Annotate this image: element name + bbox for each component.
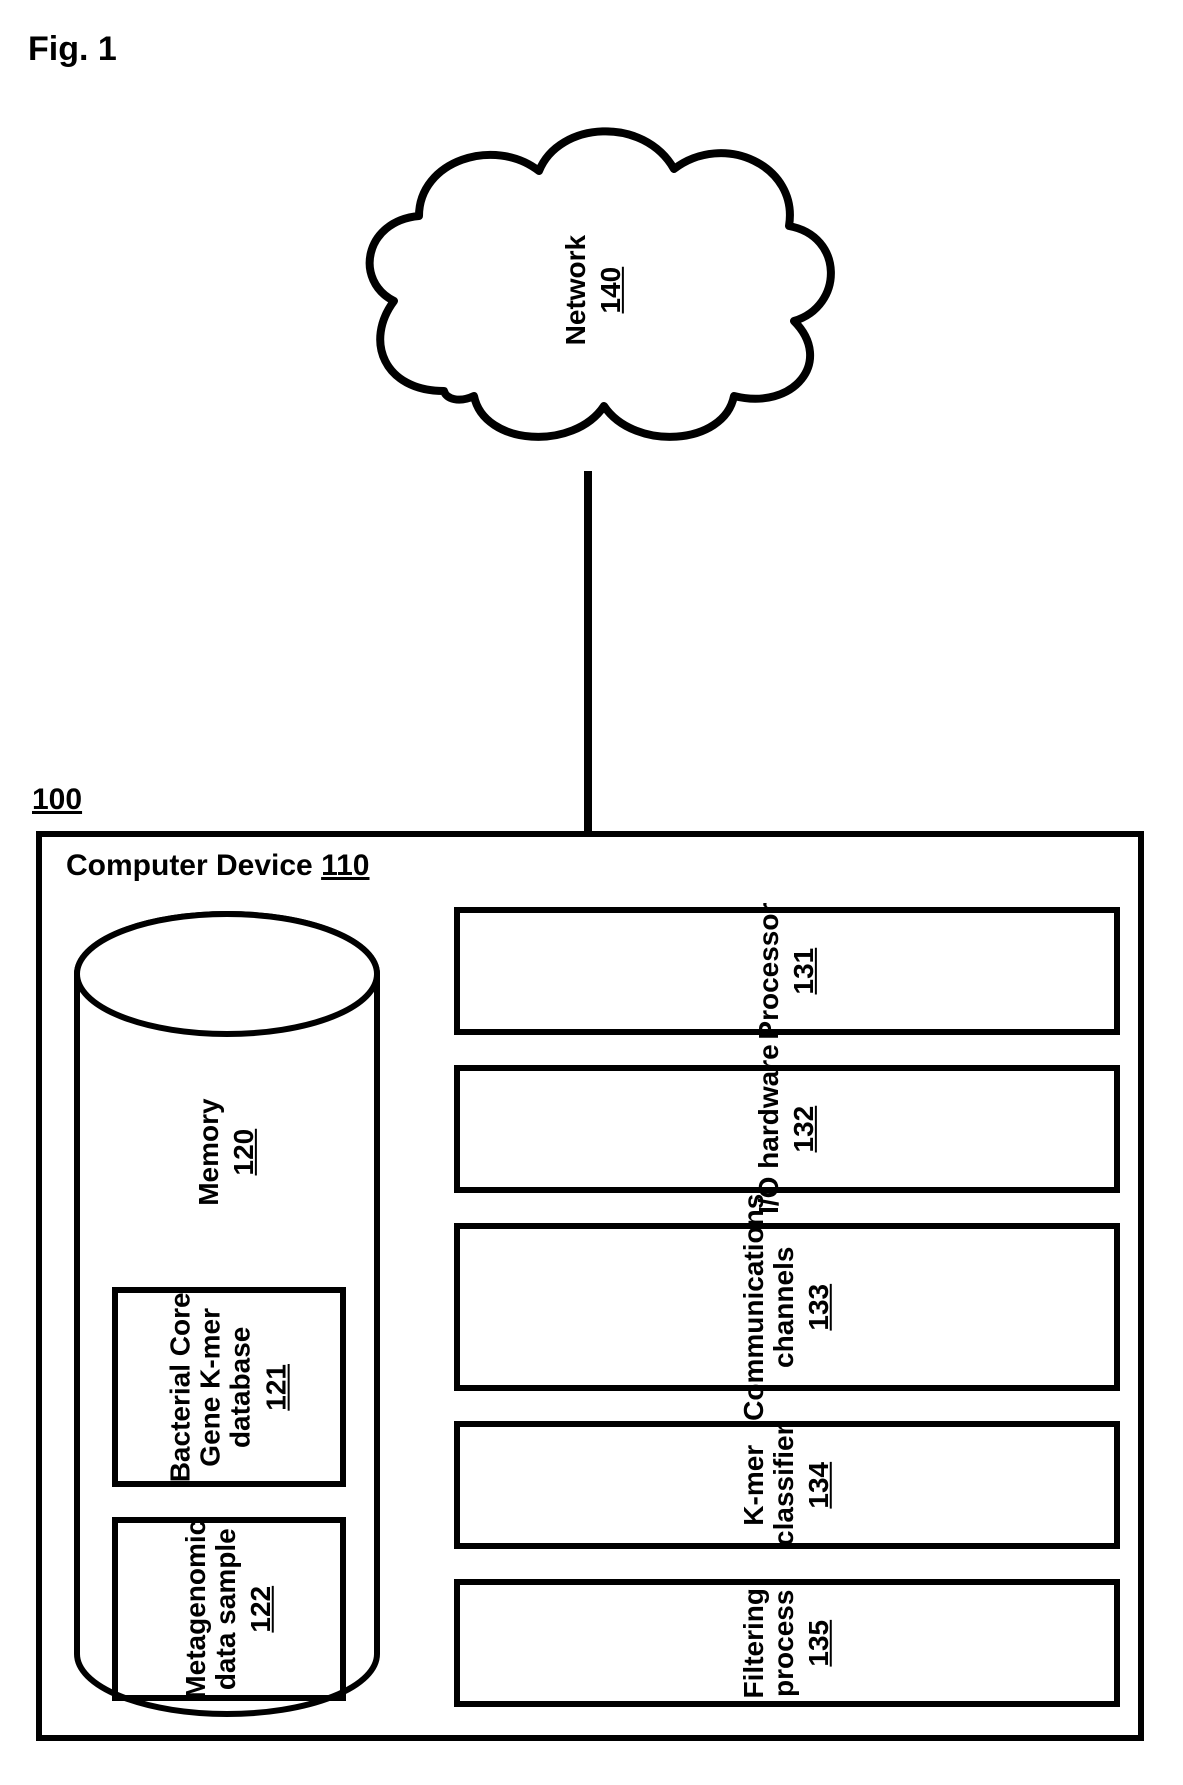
- network-id: 140: [595, 190, 627, 390]
- figure-title: Fig. 1: [28, 30, 1159, 69]
- device-label: Computer Device: [66, 849, 313, 882]
- device-id: 110: [321, 849, 369, 882]
- diagram-stage: Network 140 100 Computer Device 110 Memo…: [24, 91, 1159, 1751]
- component-content: Communicationschannels133: [739, 1193, 835, 1421]
- sample-box: Metagenomic data sample 122: [112, 1517, 346, 1701]
- component-filter: Filtering process135: [454, 1579, 1120, 1707]
- database-content: Bacterial Core Gene K-mer database 121: [166, 1287, 293, 1487]
- network-label-group: Network 140: [561, 190, 627, 390]
- component-id: 135: [803, 1549, 835, 1737]
- sample-content: Metagenomic data sample 122: [181, 1509, 277, 1709]
- component-label: channels: [769, 1193, 799, 1421]
- component-io: I/O hardware132: [454, 1065, 1120, 1193]
- database-box: Bacterial Core Gene K-mer database 121: [112, 1287, 346, 1487]
- component-id: 133: [803, 1193, 835, 1421]
- component-content: Filtering process135: [739, 1549, 835, 1737]
- computer-device-title: Computer Device 110: [66, 849, 370, 883]
- memory-id: 120: [228, 1042, 260, 1262]
- storage-cylinder: Memory 120 Bacterial Core Gene K-mer dat…: [62, 899, 392, 1729]
- database-id: 121: [260, 1287, 292, 1487]
- connector-line: [584, 471, 592, 831]
- component-classifier: K-mer classifier134: [454, 1421, 1120, 1549]
- sample-line2: data sample: [211, 1509, 241, 1709]
- network-cloud: Network 140: [324, 91, 864, 491]
- network-label: Network: [561, 190, 591, 390]
- sample-id: 122: [245, 1509, 277, 1709]
- computer-device-box: Computer Device 110 Memory 120 Bacterial…: [36, 831, 1144, 1741]
- component-comms: Communicationschannels133: [454, 1223, 1120, 1391]
- memory-label-group: Memory 120: [194, 1042, 260, 1262]
- component-processor: Processor131: [454, 907, 1120, 1035]
- sample-line1: Metagenomic: [181, 1509, 211, 1709]
- database-line3: database: [226, 1287, 256, 1487]
- figure-ref: 100: [32, 783, 82, 817]
- component-label: Filtering process: [739, 1549, 799, 1737]
- database-line1: Bacterial Core: [166, 1287, 196, 1487]
- memory-label: Memory: [194, 1042, 224, 1262]
- component-label: Communications: [739, 1193, 769, 1421]
- database-line2: Gene K-mer: [196, 1287, 226, 1487]
- component-column: Processor131I/O hardware132Communication…: [454, 907, 1120, 1737]
